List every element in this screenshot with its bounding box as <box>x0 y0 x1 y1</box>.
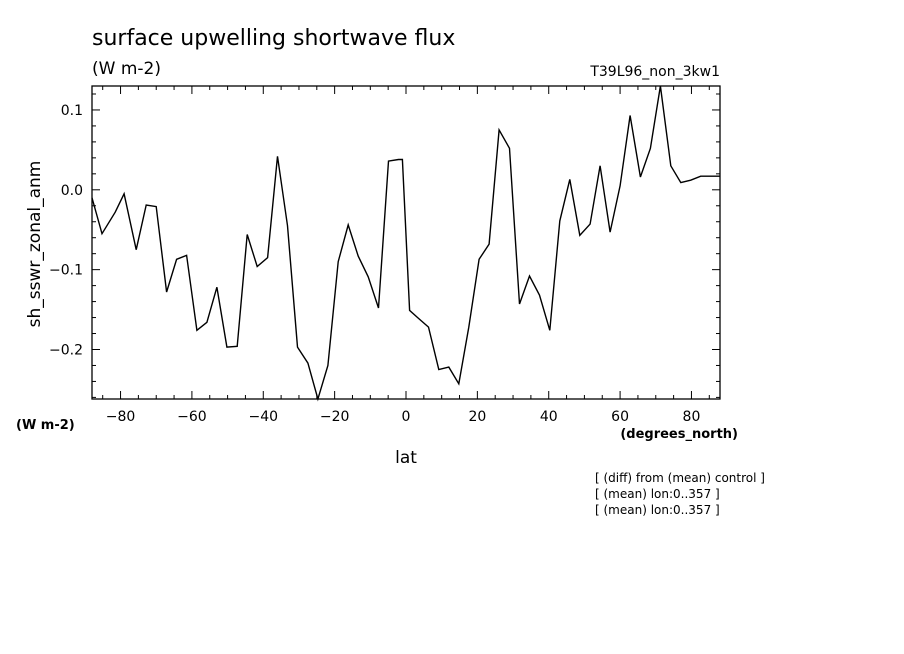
chart-title: surface upwelling shortwave flux <box>92 26 455 51</box>
note-diff: [ (diff) from (mean) control ] <box>595 471 765 485</box>
x-tick-label: 40 <box>540 409 558 425</box>
x-axis-tick-labels: −80 −60 −40 −20 0 20 40 60 80 <box>106 409 701 425</box>
y-axis-tick-labels: −0.2 −0.1 0.0 0.1 <box>49 103 83 359</box>
x-tick-label: 20 <box>468 409 486 425</box>
x-axis-label: lat <box>395 448 417 468</box>
experiment-label: T39L96_non_3kw1 <box>589 64 720 80</box>
y-tick-label: 0.1 <box>61 103 83 119</box>
y-tick-label: −0.1 <box>49 263 83 279</box>
y-axis-label: sh_sswr_zonal_anm <box>25 161 45 328</box>
y-tick-label: 0.0 <box>61 183 83 199</box>
y-axis-units: (W m-2) <box>16 418 75 433</box>
x-tick-label: 80 <box>683 409 701 425</box>
x-tick-label: −20 <box>320 409 350 425</box>
x-tick-label: −80 <box>106 409 136 425</box>
x-tick-label: 0 <box>402 409 411 425</box>
series-line <box>91 85 720 402</box>
note-mean-lon-1: [ (mean) lon:0..357 ] <box>595 487 720 501</box>
x-axis-units: (degrees_north) <box>620 427 738 442</box>
x-tick-label: 60 <box>611 409 629 425</box>
x-tick-label: −60 <box>177 409 207 425</box>
chart-units: (W m-2) <box>92 59 161 79</box>
y-tick-label: −0.2 <box>49 342 83 358</box>
x-tick-label: −40 <box>248 409 278 425</box>
x-axis-ticks <box>102 86 710 399</box>
note-mean-lon-2: [ (mean) lon:0..357 ] <box>595 503 720 517</box>
y-axis-ticks <box>92 93 720 398</box>
